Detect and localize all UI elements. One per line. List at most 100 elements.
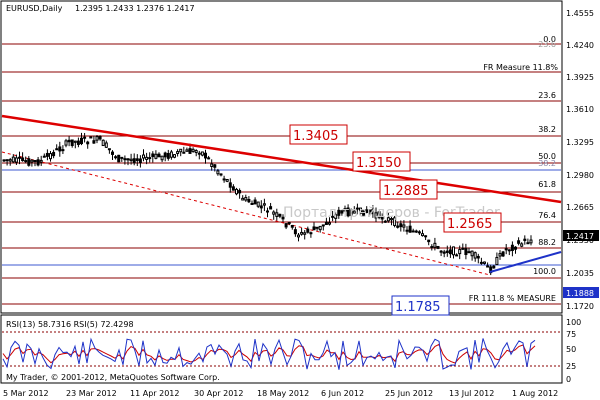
candle-body	[21, 157, 25, 162]
candle-body	[61, 149, 65, 152]
candle-body	[76, 140, 80, 145]
candle-body	[504, 248, 508, 251]
candle-body	[160, 155, 164, 161]
candle-body	[300, 231, 304, 235]
candle-body	[464, 248, 468, 255]
time-tick: 6 Jun 2012	[321, 389, 364, 398]
candle-body	[334, 214, 338, 219]
candle-body	[33, 160, 37, 163]
price-label: 1.3150	[356, 156, 402, 171]
candle-body	[86, 141, 90, 145]
candle-body	[182, 151, 186, 154]
candle-body	[371, 208, 375, 215]
candle-body	[275, 212, 279, 217]
support-line[interactable]	[489, 251, 562, 273]
candle-body	[349, 209, 353, 217]
candle-body	[328, 222, 331, 225]
rsi-tick: 100	[566, 318, 581, 327]
candle-body	[235, 188, 238, 195]
candle-body	[166, 153, 170, 159]
rsi-levels	[2, 331, 561, 367]
candle-body	[461, 247, 465, 250]
candle-body	[169, 151, 173, 158]
price-tick: 1.4240	[566, 41, 594, 50]
candle-body	[142, 154, 145, 159]
candle-body	[225, 178, 229, 182]
candle-body	[278, 213, 282, 217]
price-tick: 1.2980	[566, 171, 594, 180]
price-label: 1.2565	[447, 217, 493, 232]
candle-body	[73, 140, 77, 143]
fib-labels: 0.0 23.6 FR Measure 11.8% 23.6 38.2 50.0…	[469, 35, 559, 303]
candle-body	[386, 217, 390, 222]
candle-body	[185, 149, 189, 152]
candle-body	[24, 160, 28, 163]
candle-body	[408, 225, 412, 233]
candle-body	[445, 250, 449, 254]
fib-label: FR 111.8 % MEASURE	[469, 294, 556, 303]
candle-body	[163, 152, 167, 158]
price-label-box	[352, 151, 411, 172]
candle-body	[151, 153, 155, 158]
candle-body	[42, 155, 46, 158]
candle-body	[529, 239, 533, 244]
candle-body	[390, 218, 393, 221]
candle-body	[247, 199, 251, 203]
candle-body	[129, 158, 133, 162]
time-tick: 30 Apr 2012	[194, 389, 243, 398]
time-tick: 18 May 2012	[257, 389, 309, 398]
candle-body	[14, 157, 18, 163]
fib-label: 50.0	[538, 152, 556, 161]
candle-body	[402, 224, 406, 228]
price-tick: 1.3925	[566, 73, 594, 82]
candle-body	[55, 148, 59, 151]
time-tick: 5 Mar 2012	[3, 389, 49, 398]
candle-body	[377, 211, 381, 218]
candle-body	[89, 136, 93, 139]
time-tick: 1 Aug 2012	[512, 389, 558, 398]
candle-body	[39, 159, 43, 163]
current-price-tag	[563, 230, 599, 241]
candle-body	[510, 244, 514, 251]
candle-body	[380, 216, 384, 220]
resistance-line[interactable]	[1, 114, 562, 204]
price-tick: 1.4555	[566, 9, 594, 18]
candle-body	[58, 146, 62, 152]
price-tick: 1.3295	[566, 138, 594, 147]
candle-body	[343, 208, 347, 212]
candle-body	[514, 246, 517, 250]
candle-body	[204, 152, 207, 159]
candle-body	[120, 156, 124, 159]
candle-body	[297, 234, 300, 238]
candle-body	[145, 156, 149, 160]
price-label: 1.2885	[383, 184, 429, 199]
time-tick: 23 Mar 2012	[66, 389, 117, 398]
candle-body	[414, 230, 418, 233]
fib-label: 38.2	[538, 125, 556, 134]
candle-body	[337, 209, 341, 216]
candle-body	[526, 242, 530, 245]
price-label-box	[379, 179, 438, 200]
candle-body	[231, 186, 235, 191]
price-tick: 1.1720	[566, 302, 594, 311]
current-price: 1.2417	[566, 232, 594, 241]
candle-body	[436, 245, 440, 249]
candle-body	[173, 154, 176, 158]
price-tick: 1.3610	[566, 105, 594, 114]
fib-label: 76.4	[538, 211, 556, 220]
candle-body	[259, 205, 263, 209]
time-tick: 25 Jun 2012	[385, 389, 433, 398]
candle-body	[365, 209, 369, 214]
candle-body	[101, 139, 105, 147]
candle-body	[148, 157, 152, 160]
candle-body	[197, 152, 201, 155]
price-label-box	[391, 295, 450, 316]
fib-label: FR Measure 11.8%	[483, 63, 558, 72]
support-price: 1.1888	[566, 289, 594, 298]
candle-body	[210, 163, 214, 167]
rsi-axis: 100 75 50 25 0	[566, 318, 581, 384]
candle-body	[492, 265, 496, 269]
candle-body	[176, 151, 180, 154]
candle-body	[368, 209, 372, 213]
